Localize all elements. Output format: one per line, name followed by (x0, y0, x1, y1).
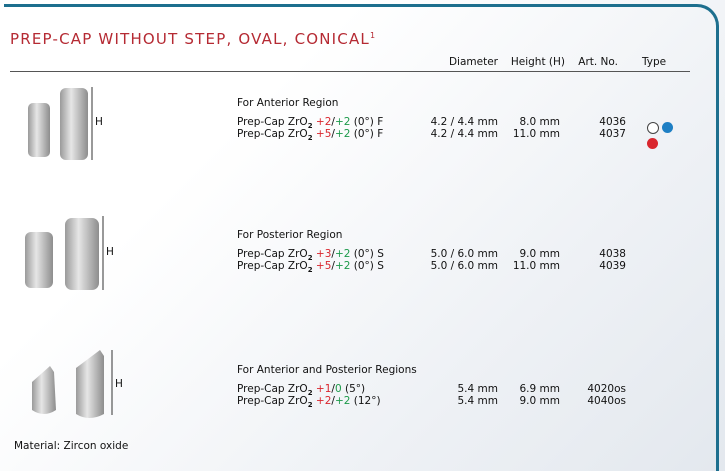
angle: (0°) F (354, 128, 384, 140)
art-no: 4020os (560, 383, 626, 395)
caps-posterior (25, 216, 103, 290)
product: Prep-Cap ZrO (237, 248, 308, 260)
product: Prep-Cap ZrO (237, 128, 308, 140)
diameter: 4.2 / 4.4 mm (410, 116, 498, 128)
angle: (5°) (345, 383, 365, 395)
height-label: H (106, 246, 114, 258)
variant-a: +2 (316, 395, 331, 407)
height: 11.0 mm (490, 128, 560, 140)
caps-angled (32, 350, 112, 418)
variant-a: +3 (316, 248, 331, 260)
product: Prep-Cap ZrO (237, 395, 308, 407)
section-heading: For Anterior and Posterior Regions (237, 364, 417, 376)
height: 6.9 mm (490, 383, 560, 395)
variant-b: +2 (335, 116, 350, 128)
art-no: 4036 (560, 116, 626, 128)
angle: (0°) S (354, 248, 384, 260)
height: 8.0 mm (490, 116, 560, 128)
product-name: Prep-Cap ZrO2 +5/+2 (0°) F (237, 128, 383, 142)
angle: (0°) F (354, 116, 384, 128)
material-note: Material: Zircon oxide (14, 440, 128, 452)
angle: (12°) (354, 395, 381, 407)
product-name: Prep-Cap ZrO2 +2/+2 (12°) (237, 395, 381, 409)
diameter: 5.4 mm (410, 383, 498, 395)
height-label: H (115, 378, 123, 390)
height: 11.0 mm (490, 260, 560, 272)
diameter: 5.0 / 6.0 mm (410, 248, 498, 260)
variant-a: +1 (316, 383, 331, 395)
angle: (0°) S (354, 260, 384, 272)
variant-b: +2 (335, 128, 350, 140)
art-no: 4039 (560, 260, 626, 272)
variant-a: +5 (316, 128, 331, 140)
variant-b: +2 (335, 248, 350, 260)
art-no: 4040os (560, 395, 626, 407)
product-name: Prep-Cap ZrO2 +5/+2 (0°) S (237, 260, 384, 274)
page: PREP-CAP WITHOUT STEP, OVAL, CONICAL1 Di… (0, 0, 725, 471)
caps-anterior (28, 87, 92, 160)
variant-b: +2 (335, 395, 350, 407)
art-no: 4037 (560, 128, 626, 140)
variant-b: 0 (335, 383, 342, 395)
type-icon (647, 122, 659, 134)
product: Prep-Cap ZrO (237, 260, 308, 272)
height: 9.0 mm (490, 248, 560, 260)
height: 9.0 mm (490, 395, 560, 407)
type-icon (647, 138, 658, 149)
product: Prep-Cap ZrO (237, 116, 308, 128)
product: Prep-Cap ZrO (237, 383, 308, 395)
diameter: 4.2 / 4.4 mm (410, 128, 498, 140)
section-heading: For Posterior Region (237, 229, 342, 241)
diameter: 5.4 mm (410, 395, 498, 407)
variant-a: +5 (316, 260, 331, 272)
height-label: H (95, 116, 103, 128)
variant-a: +2 (316, 116, 331, 128)
subscript: 2 (308, 134, 313, 142)
diameter: 5.0 / 6.0 mm (410, 260, 498, 272)
variant-b: +2 (335, 260, 350, 272)
subscript: 2 (308, 266, 313, 274)
type-icon (662, 122, 673, 133)
section-heading: For Anterior Region (237, 97, 338, 109)
subscript: 2 (308, 401, 313, 409)
art-no: 4038 (560, 248, 626, 260)
